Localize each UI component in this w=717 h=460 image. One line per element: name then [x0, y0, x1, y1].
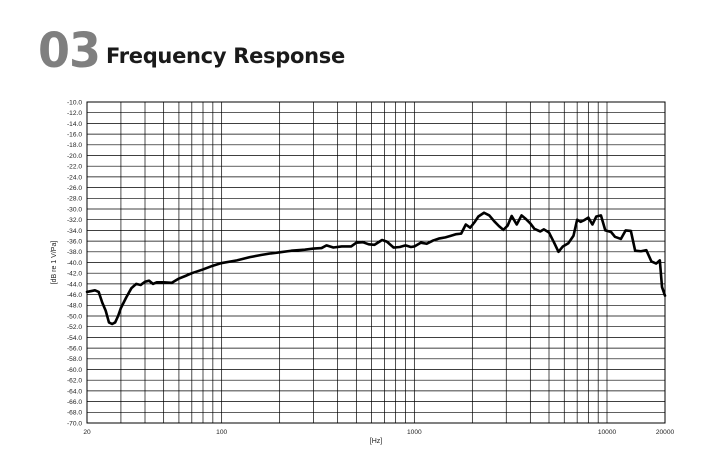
y-tick-label: -12.0 — [67, 110, 82, 117]
x-tick-label: 10000 — [598, 429, 617, 436]
y-axis-label: [dB re 1 V/Pa] — [51, 241, 58, 285]
series-line — [85, 211, 667, 326]
y-tick-label: -10.0 — [67, 99, 82, 106]
y-tick-label: -18.0 — [67, 142, 82, 149]
y-tick-label: -28.0 — [67, 196, 82, 203]
y-tick-label: -40.0 — [67, 260, 82, 267]
y-tick-label: -32.0 — [67, 217, 82, 224]
y-tick-label: -38.0 — [67, 249, 82, 256]
x-axis-ticks: 20 100 1000 10000 20000 — [83, 429, 674, 436]
y-tick-label: -62.0 — [67, 378, 82, 385]
y-tick-label: -56.0 — [67, 346, 82, 353]
y-tick-label: -30.0 — [67, 206, 82, 213]
y-tick-label: -16.0 — [67, 132, 82, 139]
y-tick-label: -58.0 — [67, 356, 82, 363]
x-tick-label: 20000 — [656, 429, 675, 436]
y-tick-label: -24.0 — [67, 174, 82, 181]
x-axis-label: [Hz] — [370, 438, 383, 445]
y-tick-label: -46.0 — [67, 292, 82, 299]
y-tick-label: -68.0 — [67, 410, 82, 417]
plot-frame — [86, 101, 666, 424]
page-title: Frequency Response — [106, 44, 345, 68]
y-tick-label: -20.0 — [67, 153, 82, 160]
y-tick-label: -54.0 — [67, 335, 82, 342]
y-tick-label: -14.0 — [67, 121, 82, 128]
y-tick-label: -70.0 — [67, 420, 82, 427]
x-tick-label: 20 — [83, 429, 91, 436]
y-tick-label: -44.0 — [67, 281, 82, 288]
y-axis-ticks: -10.0 -12.0 -14.0 -16.0 -18.0 -20.0 -22.0 -24.0… — [67, 99, 82, 427]
y-tick-label: -66.0 — [67, 399, 82, 406]
section-number: 03 — [38, 22, 101, 79]
x-tick-label: 100 — [216, 429, 227, 436]
y-tick-label: -50.0 — [67, 313, 82, 320]
y-tick-label: -52.0 — [67, 324, 82, 331]
y-tick-label: -42.0 — [67, 271, 82, 278]
x-tick-label: 1000 — [407, 429, 422, 436]
y-tick-label: -48.0 — [67, 303, 82, 310]
y-tick-label: -64.0 — [67, 388, 82, 395]
y-tick-label: -36.0 — [67, 239, 82, 246]
y-tick-label: -34.0 — [67, 228, 82, 235]
y-tick-label: -22.0 — [67, 164, 82, 171]
y-tick-label: -26.0 — [67, 185, 82, 192]
chart-grid — [87, 101, 665, 424]
y-tick-label: -60.0 — [67, 367, 82, 374]
